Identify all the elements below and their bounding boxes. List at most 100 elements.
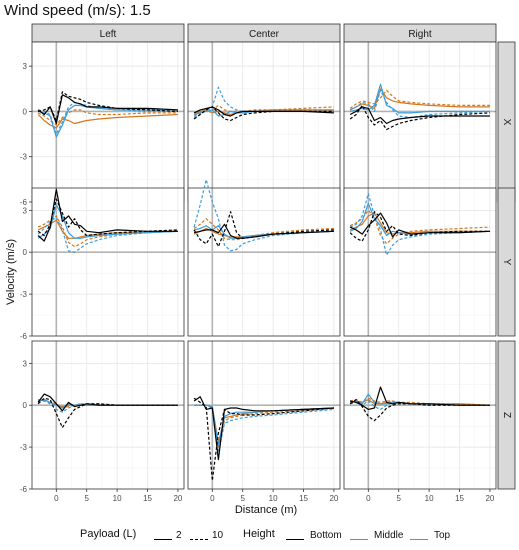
x-tick-label: 5 — [240, 494, 245, 503]
y-tick-label: -6 — [20, 332, 28, 341]
series-line-right-y-bottom-2 — [349, 212, 490, 238]
panel-center-y — [187, 187, 341, 337]
y-axis-title: Velocity (m/s) — [5, 239, 17, 305]
panel-left-y — [31, 187, 185, 337]
x-tick-label: 15 — [455, 494, 464, 503]
series-line-right-y-top-2 — [349, 212, 490, 235]
x-tick-label: 15 — [143, 494, 152, 503]
series-line-right-y-middle-10 — [349, 193, 490, 256]
y-tick-label: 3 — [23, 206, 28, 215]
chart-title: Wind speed (m/s): 1.5 — [4, 2, 151, 19]
series-line-right-x-middle-10 — [349, 89, 490, 119]
x-tick-label: 0 — [210, 494, 215, 503]
x-tick-label: 10 — [113, 494, 122, 503]
series-line-right-x-bottom-10 — [349, 104, 490, 131]
panel-left-x — [31, 41, 185, 203]
y-tick-label: 0 — [23, 107, 28, 116]
series-line-left-x-top-2 — [37, 113, 178, 129]
x-tick-label: 15 — [299, 494, 308, 503]
legend-payload-10-swatch — [190, 539, 208, 540]
y-tick-label: -6 — [20, 198, 28, 207]
legend-payload-2-swatch — [154, 539, 172, 540]
legend-height-top-label: Top — [434, 530, 451, 541]
panel-background — [188, 42, 340, 202]
legend-height-bottom-label: Bottom — [310, 530, 342, 541]
panel-right-z — [343, 340, 497, 490]
x-axis-title: Distance (m) — [235, 504, 297, 516]
y-tick-label: 3 — [23, 359, 28, 368]
panel-border — [31, 340, 185, 490]
series-line-left-y-middle-10 — [37, 216, 178, 253]
x-tick-label: 0 — [366, 494, 371, 503]
x-tick-label: 10 — [425, 494, 434, 503]
series-line-center-y-top-10 — [193, 218, 334, 241]
panel-border — [187, 340, 341, 490]
series-line-left-y-bottom-10 — [37, 198, 178, 237]
facet-strip-z — [497, 340, 516, 490]
legend: Payload (L) 2 10 Height Bottom Middle To… — [0, 528, 519, 549]
panel-background — [32, 188, 184, 336]
series-line-center-z-bottom-10 — [193, 397, 334, 482]
series-line-right-z-bottom-2 — [349, 386, 490, 410]
panel-right-x — [343, 41, 497, 203]
x-tick-label: 0 — [54, 494, 59, 503]
panel-border — [343, 340, 497, 490]
y-tick-label: -3 — [20, 153, 28, 162]
y-tick-label: -3 — [20, 290, 28, 299]
y-tick-label: -6 — [20, 485, 28, 494]
panel-border — [343, 187, 497, 337]
facet-strip-label-y: Y — [501, 259, 512, 266]
series-line-right-y-bottom-10 — [349, 211, 490, 242]
series-line-right-z-bottom-10 — [349, 399, 490, 422]
facet-strip-label-x: X — [501, 119, 512, 126]
legend-height-title: Height — [243, 528, 275, 540]
series-line-center-y-middle-10 — [193, 179, 334, 252]
legend-height-bottom-swatch — [286, 539, 304, 540]
series-line-right-x-bottom-2 — [349, 106, 490, 125]
panel-background — [344, 42, 496, 202]
legend-height-top-swatch — [410, 539, 428, 540]
series-line-right-x-middle-2 — [349, 83, 490, 114]
series-line-center-x-middle-10 — [193, 86, 334, 119]
panel-left-z — [31, 340, 185, 490]
x-tick-label: 20 — [485, 494, 494, 503]
panel-right-y — [343, 187, 497, 337]
facet-strip-label-z: Z — [501, 412, 512, 418]
x-tick-label: 5 — [396, 494, 401, 503]
series-line-center-x-bottom-10 — [193, 106, 334, 122]
legend-height-middle-label: Middle — [374, 530, 404, 541]
facet-strip-y — [497, 187, 516, 337]
facet-strip-label-center: Center — [249, 29, 280, 40]
facet-chart: Left Center Right X -6 -3 0 3 Y -6 -3 0 3 Z -6 -3 0 3 0 5 10… — [5, 23, 516, 516]
legend-payload-title: Payload (L) — [80, 528, 137, 540]
series-line-center-x-bottom-2 — [193, 106, 334, 117]
legend-height-middle-swatch — [350, 539, 368, 540]
panel-background — [344, 188, 496, 336]
x-tick-label: 5 — [84, 494, 89, 503]
panel-background — [32, 42, 184, 202]
y-tick-label: 0 — [23, 401, 28, 410]
series-line-center-y-bottom-10 — [193, 211, 334, 248]
panel-border — [31, 187, 185, 337]
facet-strip-label-left: Left — [100, 29, 117, 40]
y-tick-label: -3 — [20, 443, 28, 452]
x-tick-label: 20 — [329, 494, 338, 503]
series-line-right-x-top-10 — [349, 89, 490, 109]
panel-center-x — [187, 41, 341, 203]
x-tick-label: 10 — [269, 494, 278, 503]
series-line-left-z-middle-10 — [37, 399, 178, 413]
series-line-left-z-bottom-10 — [37, 397, 178, 429]
legend-payload-2-label: 2 — [176, 530, 182, 541]
y-tick-label: 3 — [23, 62, 28, 71]
panel-border — [187, 187, 341, 337]
y-tick-label: 0 — [23, 248, 28, 257]
facet-strip-label-right: Right — [408, 29, 432, 40]
x-tick-label: 20 — [173, 494, 182, 503]
panel-background — [344, 341, 496, 489]
series-line-left-y-bottom-2 — [37, 188, 178, 242]
panel-center-z — [187, 340, 341, 490]
series-line-center-z-middle-10 — [194, 404, 334, 454]
panel-background — [188, 188, 340, 336]
series-line-left-x-top-10 — [37, 109, 178, 126]
series-line-left-x-bottom-10 — [37, 91, 178, 122]
